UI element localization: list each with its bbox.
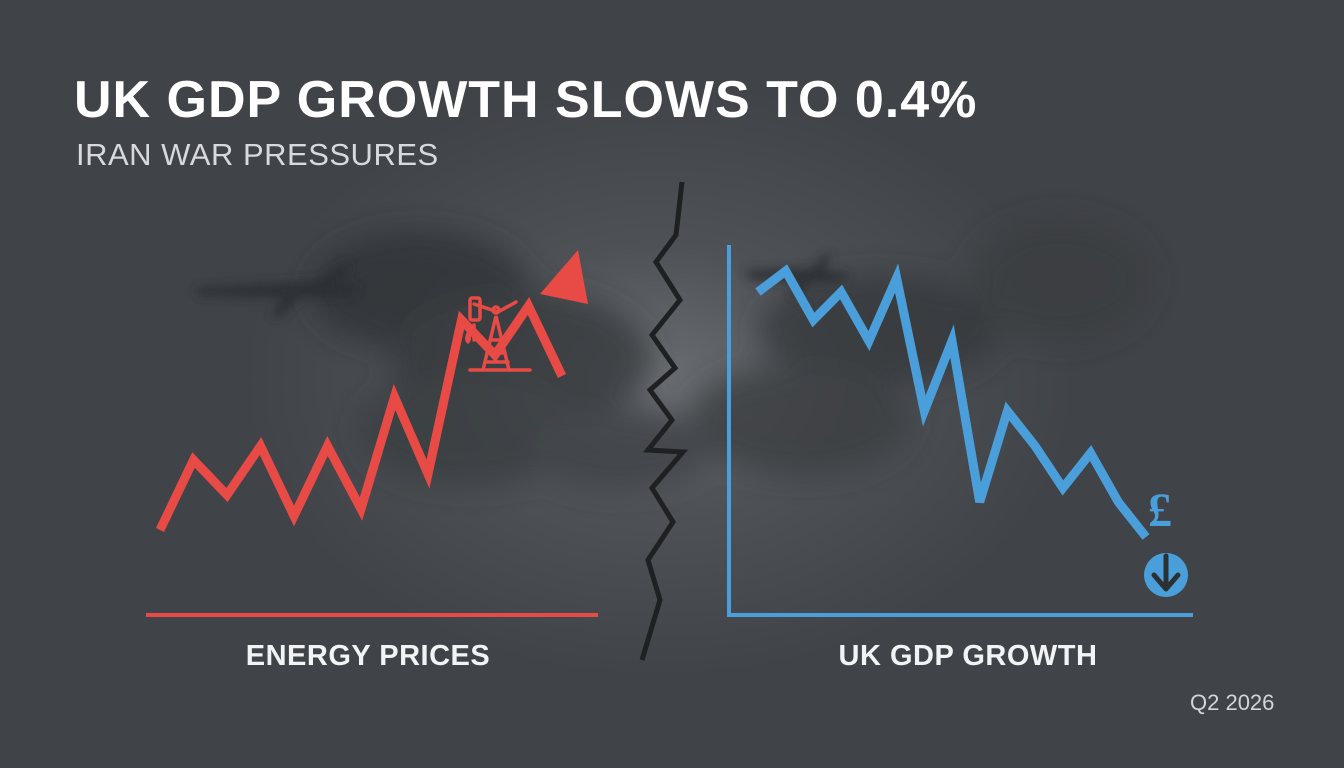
energy-prices-line [155,297,567,532]
oil-pump-icon [468,296,532,372]
energy-arrowhead [540,250,588,304]
oil-drop-icon [465,330,471,344]
down-arrow-icon [1144,553,1188,597]
airplane-icon [745,254,850,298]
date-label: Q2 2026 [1190,690,1275,715]
energy-prices-label: ENERGY PRICES [245,640,491,672]
headline-subtitle: IRAN WAR PRESSURES [76,137,439,172]
crack-divider [639,181,689,661]
airplane-icon [195,262,360,318]
gdp-growth-label: UK GDP GROWTH [838,640,1098,672]
headline-title: UK GDP GROWTH SLOWS TO 0.4% [74,71,978,129]
pound-sign-icon: £ [1148,484,1172,537]
gdp-growth-line [755,263,1150,540]
